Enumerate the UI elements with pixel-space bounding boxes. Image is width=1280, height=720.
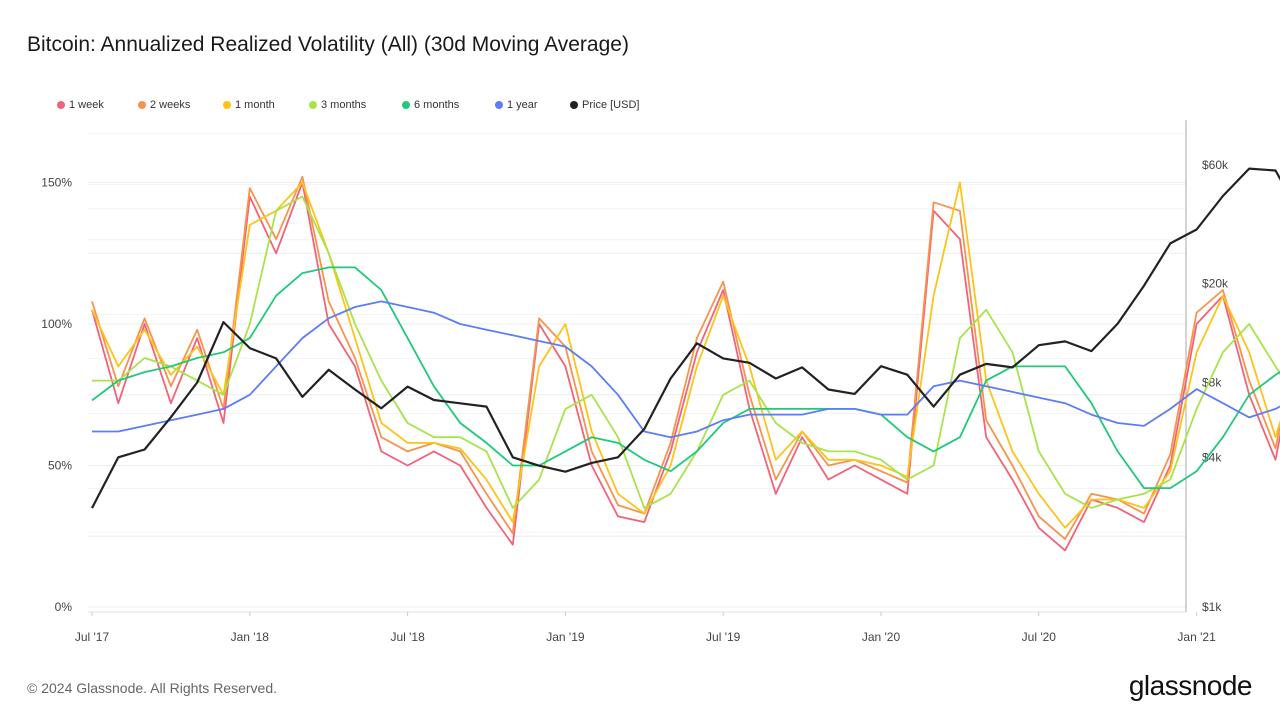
y-left-tick-label: 0% — [55, 600, 73, 614]
x-tick-label: Jul '19 — [706, 630, 741, 644]
y-right-tick-label: $4k — [1202, 450, 1222, 464]
x-tick-label: Jan '18 — [231, 630, 270, 644]
legend-dot-icon — [138, 101, 146, 109]
y-right-tick-label: $60k — [1202, 158, 1229, 172]
legend-item[interactable]: 1 year — [495, 99, 570, 111]
x-tick-label: Jan '21 — [1177, 630, 1216, 644]
legend-item[interactable]: 3 months — [309, 99, 402, 111]
series-line-2-weeks — [91, 175, 1280, 540]
legend-item[interactable]: 1 week — [57, 99, 138, 111]
legend: 1 week 2 weeks 1 month 3 months 6 months 1 ye… — [57, 99, 660, 111]
y-left-tick-label: 100% — [41, 317, 72, 331]
legend-dot-icon — [57, 101, 65, 109]
legend-item[interactable]: 1 month — [223, 99, 309, 111]
legend-label: 1 week — [69, 99, 104, 111]
legend-label: 6 months — [414, 99, 460, 111]
series-line-1-week — [91, 181, 1280, 552]
x-tick-label: Jul '20 — [1022, 630, 1057, 644]
x-tick-label: Jan '19 — [546, 630, 585, 644]
chart-title: Bitcoin: Annualized Realized Volatility … — [27, 33, 629, 56]
y-right-tick-label: $8k — [1202, 375, 1222, 389]
legend-dot-icon — [495, 101, 503, 109]
series-line-6-months — [91, 266, 1280, 490]
series-line-1-month — [91, 181, 1280, 529]
y-left-tick-label: 50% — [48, 459, 72, 473]
series-line-3-months — [92, 195, 1280, 509]
x-tick-label: Jul '18 — [390, 630, 425, 644]
glassnode-logo: glassnode — [1128, 670, 1253, 701]
legend-item[interactable]: Price [USD] — [570, 99, 660, 111]
legend-item[interactable]: 6 months — [402, 99, 495, 111]
y-left-tick-label: 150% — [41, 176, 72, 190]
x-tick-label: Jan '20 — [862, 630, 901, 644]
y-right-tick-label: $20k — [1202, 277, 1229, 291]
legend-item[interactable]: 2 weeks — [138, 99, 223, 111]
legend-dot-icon — [402, 101, 410, 109]
legend-label: 1 year — [507, 99, 538, 111]
legend-dot-icon — [309, 101, 317, 109]
legend-dot-icon — [570, 101, 578, 109]
copyright: © 2024 Glassnode. All Rights Reserved. — [27, 680, 278, 696]
legend-dot-icon — [223, 101, 231, 109]
y-right-tick-label: $1k — [1202, 600, 1222, 614]
legend-label: 2 weeks — [150, 99, 191, 111]
series-line-1-year — [92, 300, 1280, 439]
x-tick-label: Jul '17 — [75, 630, 110, 644]
legend-label: 3 months — [321, 99, 367, 111]
legend-label: 1 month — [235, 99, 275, 111]
series-line-price-usd — [91, 167, 1280, 509]
legend-label: Price [USD] — [582, 99, 640, 111]
